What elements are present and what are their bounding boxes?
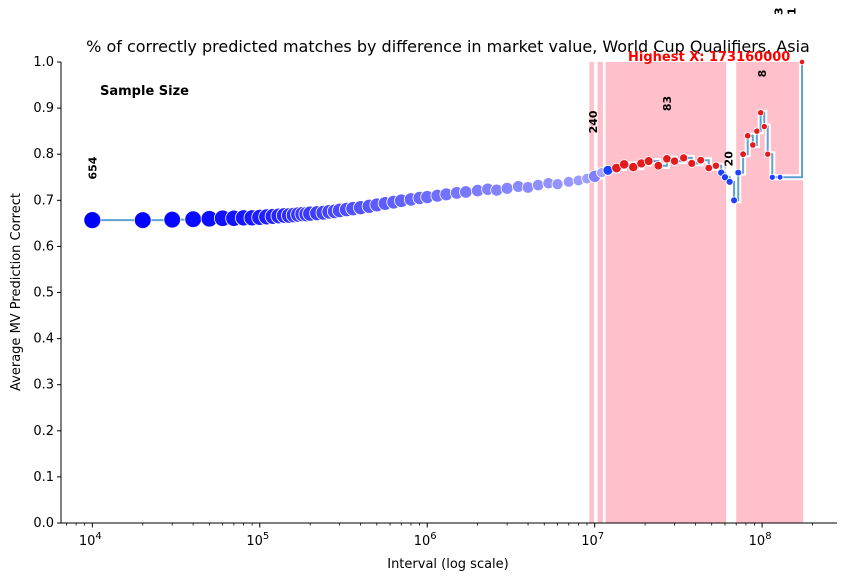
data-point <box>532 178 545 192</box>
sample-count-label: 8 <box>756 70 769 78</box>
x-axis-title: Interval (log scale) <box>387 557 509 572</box>
y-tick-label: 0.4 <box>33 332 54 347</box>
data-point <box>83 211 102 230</box>
y-tick-label: 0.6 <box>33 239 54 254</box>
data-point <box>749 141 757 149</box>
data-point <box>490 183 504 197</box>
data-point <box>725 177 734 186</box>
sample-count-label: 20 <box>723 151 736 167</box>
sample-size-label: Sample Size <box>100 84 189 99</box>
y-tick-label: 0.2 <box>33 424 54 439</box>
data-point <box>730 196 738 205</box>
x-tick-label: 107 <box>581 531 604 549</box>
y-axis-title: Average MV Prediction Correct <box>9 193 24 391</box>
data-point <box>704 163 713 173</box>
y-tick-label: 0.7 <box>33 193 54 208</box>
x-tick-exponent: 6 <box>430 531 436 542</box>
data-point <box>679 153 689 163</box>
data-point <box>757 109 765 117</box>
y-tick-label: 0.8 <box>33 147 54 162</box>
highest-x-label: Highest X: 173160000 <box>628 50 790 65</box>
data-point <box>521 181 535 194</box>
highlight-band <box>597 62 603 523</box>
y-tick-label: 0.3 <box>33 378 54 393</box>
data-point <box>687 159 697 168</box>
data-point <box>798 58 806 66</box>
data-point <box>184 210 202 228</box>
y-tick-label: 1.0 <box>33 55 54 70</box>
x-tick-exponent: 4 <box>95 531 101 542</box>
data-point <box>628 162 639 173</box>
data-point <box>760 123 768 131</box>
data-point <box>670 156 680 166</box>
x-tick-label: 104 <box>79 531 102 549</box>
x-tick-exponent: 7 <box>598 531 604 542</box>
data-point <box>753 127 761 135</box>
sample-count-label: 3 <box>772 7 785 15</box>
data-point <box>562 175 575 188</box>
x-tick-label: 106 <box>414 531 437 549</box>
data-point <box>711 161 721 170</box>
data-point <box>653 161 664 171</box>
x-tick-label: 108 <box>749 531 772 549</box>
data-point <box>764 150 772 158</box>
highlight-band <box>589 62 594 523</box>
highlight-band <box>605 62 727 523</box>
data-point <box>551 178 564 191</box>
y-tick-label: 0.1 <box>33 470 54 485</box>
data-point <box>744 132 752 140</box>
data-point <box>662 154 672 164</box>
data-point <box>776 173 784 181</box>
sample-count-label: 83 <box>661 96 674 111</box>
data-point <box>768 173 776 181</box>
data-point <box>163 210 182 229</box>
data-point <box>734 168 743 177</box>
x-tick-label: 105 <box>246 531 269 549</box>
x-tick-exponent: 8 <box>765 531 771 542</box>
sample-count-label: 240 <box>587 110 600 133</box>
data-point <box>721 173 729 182</box>
data-point <box>133 211 152 229</box>
data-point <box>696 155 706 165</box>
chart-title: % of correctly predicted matches by diff… <box>86 37 810 56</box>
data-point <box>643 156 654 166</box>
y-tick-label: 0.9 <box>33 101 54 116</box>
data-point <box>459 185 473 199</box>
series-layer <box>83 58 806 230</box>
data-point <box>739 150 747 158</box>
x-tick-exponent: 5 <box>263 531 269 542</box>
highlight-bands <box>589 62 804 523</box>
data-point <box>500 181 514 195</box>
sample-count-label: 1 <box>786 7 799 15</box>
y-tick-label: 0.5 <box>33 286 54 301</box>
y-tick-label: 0.0 <box>33 516 54 531</box>
sample-count-label: 654 <box>86 156 99 179</box>
data-point <box>619 159 630 170</box>
